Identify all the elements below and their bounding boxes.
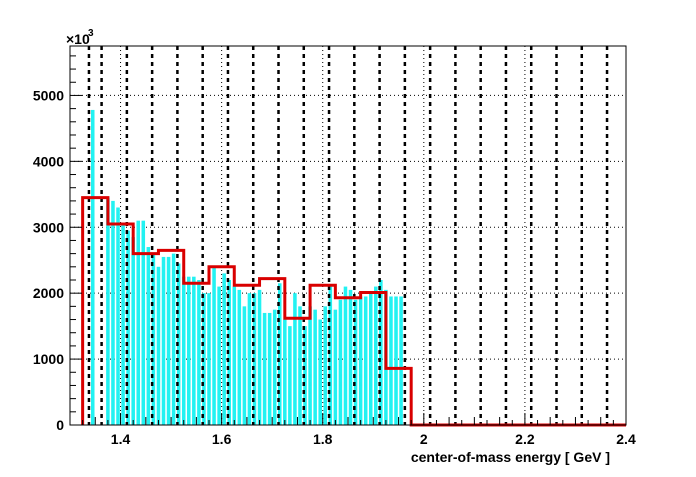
fine-bar	[313, 309, 317, 425]
fine-bar	[348, 289, 353, 425]
fine-bar	[90, 109, 95, 425]
fine-bar	[247, 293, 252, 425]
x-tick-label: 1.8	[313, 431, 333, 447]
fine-bar	[217, 286, 221, 425]
fine-bar	[227, 279, 231, 425]
fine-bar	[151, 253, 156, 425]
fine-bars-layer	[90, 109, 403, 425]
fine-bar	[343, 286, 348, 425]
fine-bar	[272, 309, 277, 425]
fine-bar	[374, 286, 378, 425]
fine-bar	[328, 286, 333, 425]
fine-bar	[121, 223, 125, 425]
fine-bar	[363, 296, 368, 425]
fine-bar	[399, 296, 403, 425]
y-tick-label: 2000	[33, 285, 64, 301]
fine-bar	[181, 276, 186, 425]
fine-bar	[207, 293, 211, 425]
fine-bar	[293, 293, 297, 425]
x-tick-label: 1.6	[212, 431, 232, 447]
y-tick-label: 0	[56, 417, 64, 433]
fine-bar	[126, 230, 130, 425]
x-tick-label: 2	[420, 431, 428, 447]
fine-bar	[368, 293, 373, 425]
fine-bar	[232, 286, 237, 425]
fine-bar	[136, 220, 141, 425]
fine-bar	[197, 279, 201, 425]
fine-bar	[111, 200, 115, 425]
fine-bar	[252, 293, 257, 425]
fine-bar	[277, 283, 282, 425]
fine-bar	[389, 296, 393, 425]
fine-bar	[303, 326, 307, 425]
y-multiplier-base: ×10	[66, 31, 90, 47]
fine-bar	[358, 296, 363, 425]
x-tick-label: 1.4	[111, 431, 131, 447]
y-tick-label: 4000	[33, 153, 64, 169]
dotted-bin-lines-layer	[87, 46, 609, 425]
fine-bar	[202, 293, 206, 425]
fine-bar	[298, 306, 302, 425]
fine-bar	[394, 296, 398, 425]
x-axis-title: center-of-mass energy [ GeV ]	[411, 449, 610, 465]
fine-bar	[222, 273, 226, 425]
tick-labels-layer: 0 1000 2000 3000 4000 5000 1.4 1.6 1.8 2 2.2 2.4	[33, 87, 636, 447]
x-tick-label: 2.4	[616, 431, 636, 447]
fine-bar	[141, 220, 146, 425]
fine-bar	[237, 289, 242, 425]
fine-bar	[333, 309, 338, 425]
fine-bar	[212, 266, 216, 425]
fine-bar	[353, 299, 358, 425]
y-multiplier-exponent: 3	[88, 28, 94, 39]
x-tick-label: 2.2	[515, 431, 535, 447]
y-tick-label: 5000	[33, 87, 64, 103]
y-tick-label: 1000	[33, 351, 64, 367]
fine-bar	[242, 306, 247, 425]
fine-bar	[318, 319, 322, 425]
fine-bar	[283, 319, 287, 425]
fine-bar	[116, 207, 120, 425]
fine-bar	[192, 276, 196, 425]
fine-bar	[267, 312, 272, 425]
fine-bar	[156, 266, 161, 425]
fine-bar	[323, 306, 328, 425]
fine-bar	[176, 263, 181, 425]
y-tick-label: 3000	[33, 219, 64, 235]
fine-bar	[106, 197, 110, 425]
fine-bar	[171, 253, 176, 425]
fine-bar	[308, 306, 312, 425]
tick-marks-layer	[69, 55, 627, 426]
fine-bar	[288, 326, 292, 425]
fine-bar	[161, 256, 166, 425]
fine-bar	[338, 299, 343, 425]
fine-bar	[379, 279, 383, 425]
fine-bar	[187, 276, 191, 425]
fine-bar	[131, 237, 135, 425]
fine-bar	[262, 312, 267, 425]
fine-bar	[146, 247, 151, 425]
fine-bar	[166, 256, 171, 425]
fine-bar	[257, 289, 262, 425]
